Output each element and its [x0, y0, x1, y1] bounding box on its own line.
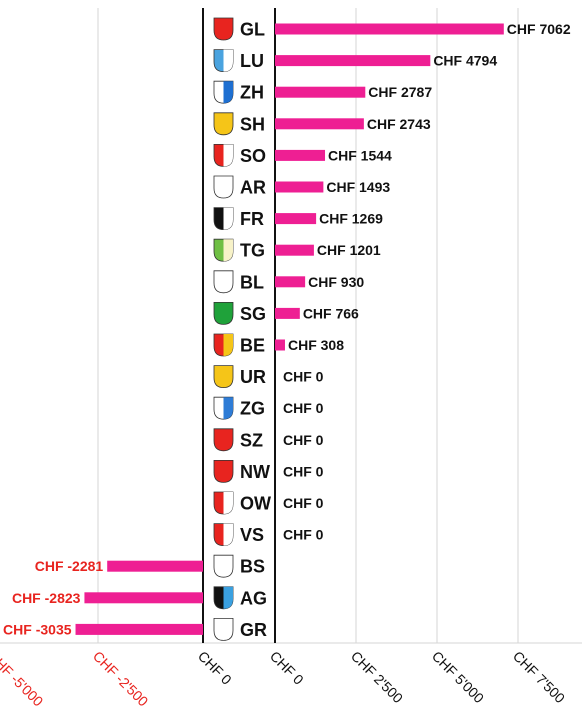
data-bar: [275, 118, 364, 130]
canton-label: BE: [240, 336, 265, 356]
data-bar: [275, 339, 285, 351]
data-label: CHF 308: [288, 337, 344, 353]
data-label: CHF 7062: [507, 21, 571, 37]
canton-label: ZG: [240, 399, 265, 419]
data-label: CHF 4794: [433, 53, 497, 69]
data-label: CHF 1201: [317, 242, 381, 258]
lucerne-coat-of-arms-icon: [213, 49, 234, 73]
data-bar: [275, 23, 504, 35]
thurgau-coat-of-arms-icon: [213, 238, 234, 262]
fribourg-coat-of-arms-icon: [213, 207, 234, 231]
data-bar: [275, 55, 431, 67]
canton-label: BL: [240, 272, 264, 292]
appenzell-ausserrhoden-coat-of-arms-icon: [213, 175, 234, 199]
data-label: CHF -2281: [35, 558, 104, 574]
data-bar: [107, 560, 203, 572]
canton-label: SZ: [240, 430, 263, 450]
x-tick-label: CHF 5'000: [429, 648, 487, 706]
canton-label: VS: [240, 525, 264, 545]
data-bar: [275, 213, 317, 225]
data-label: CHF 0: [283, 527, 324, 543]
canton-label: AR: [240, 178, 266, 198]
data-label: CHF 1269: [319, 211, 383, 227]
data-bar: [275, 244, 314, 256]
x-tick-label: CHF 0: [195, 648, 235, 688]
canton-label: TG: [240, 241, 265, 261]
canton-label: OW: [240, 494, 271, 514]
data-label: CHF 0: [283, 463, 324, 479]
canton-label: AG: [240, 588, 267, 608]
uri-coat-of-arms-icon: [213, 365, 234, 389]
data-label: CHF 2787: [368, 84, 432, 100]
canton-label: FR: [240, 209, 264, 229]
graubuenden-coat-of-arms-icon: [213, 618, 234, 641]
x-tick-label: CHF -5'000: [0, 648, 47, 710]
canton-label: GR: [240, 620, 267, 640]
data-label: CHF 0: [283, 400, 324, 416]
zurich-coat-of-arms-icon: [213, 80, 234, 104]
data-label: CHF 0: [283, 369, 324, 385]
data-bar: [275, 276, 306, 288]
canton-label: GL: [240, 20, 265, 40]
solothurn-coat-of-arms-icon: [213, 144, 234, 167]
x-tick-label: CHF 0: [267, 648, 307, 688]
x-tick-label: CHF 7'500: [510, 648, 568, 706]
aargau-coat-of-arms-icon: [213, 586, 234, 610]
data-label: CHF -3035: [3, 621, 72, 637]
canton-label: UR: [240, 367, 266, 387]
basel-stadt-coat-of-arms-icon: [213, 554, 234, 578]
nidwalden-coat-of-arms-icon: [213, 460, 234, 483]
bern-coat-of-arms-icon: [213, 333, 234, 357]
canton-label: SG: [240, 304, 266, 324]
data-bar: [275, 86, 366, 98]
data-bar: [275, 181, 324, 193]
data-bar: [275, 149, 326, 161]
basel-landschaft-coat-of-arms-icon: [213, 270, 234, 294]
data-label: CHF -2823: [12, 590, 81, 606]
data-bar: [75, 623, 203, 635]
canton-label: LU: [240, 51, 264, 71]
st-gallen-coat-of-arms-icon: [213, 302, 234, 325]
canton-label: BS: [240, 557, 265, 577]
data-bar: [84, 592, 203, 604]
schwyz-coat-of-arms-icon: [213, 428, 234, 452]
valais-coat-of-arms-icon: [213, 523, 234, 547]
canton-label: NW: [240, 462, 270, 482]
schaffhausen-coat-of-arms-icon: [213, 112, 234, 136]
obwalden-coat-of-arms-icon: [213, 491, 234, 515]
x-tick-label: CHF 2'500: [348, 648, 406, 706]
zug-coat-of-arms-icon: [213, 396, 234, 420]
data-label: CHF 930: [308, 274, 364, 290]
x-tick-label: CHF -2'500: [90, 648, 152, 710]
data-label: CHF 2743: [367, 116, 431, 132]
canton-label: SO: [240, 146, 266, 166]
data-label: CHF 766: [303, 305, 359, 321]
data-label: CHF 0: [283, 432, 324, 448]
data-label: CHF 0: [283, 495, 324, 511]
data-label: CHF 1493: [326, 179, 390, 195]
data-label: CHF 1544: [328, 147, 392, 163]
glarus-coat-of-arms-icon: [213, 17, 234, 41]
canton-label: SH: [240, 114, 265, 134]
canton-label: ZH: [240, 83, 264, 103]
data-bar: [275, 307, 300, 319]
